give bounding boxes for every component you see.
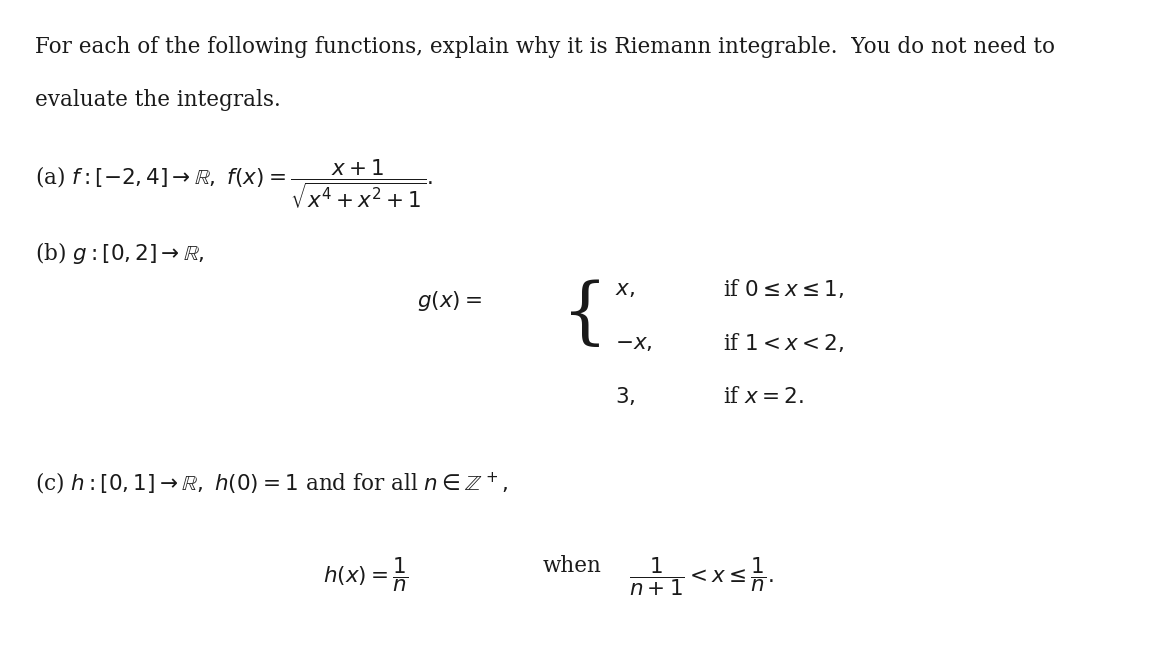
Text: $3,$: $3,$ <box>615 386 634 407</box>
Text: (b) $g: [0, 2] \rightarrow \mathbb{R},$: (b) $g: [0, 2] \rightarrow \mathbb{R},$ <box>35 240 204 266</box>
Text: $-x,$: $-x,$ <box>615 332 652 353</box>
Text: if $x = 2.$: if $x = 2.$ <box>723 386 804 407</box>
Text: if $1 < x < 2,$: if $1 < x < 2,$ <box>723 332 844 355</box>
Text: $x,$: $x,$ <box>615 278 634 300</box>
Text: $h(x) = \dfrac{1}{n}$: $h(x) = \dfrac{1}{n}$ <box>323 555 409 594</box>
Text: For each of the following functions, explain why it is Riemann integrable.  You : For each of the following functions, exp… <box>35 36 1055 58</box>
Text: $g(x) = $: $g(x) = $ <box>417 289 482 313</box>
Text: when: when <box>543 555 602 577</box>
Text: (a) $f: [-2, 4] \rightarrow \mathbb{R},\ f(x) = \dfrac{x+1}{\sqrt{x^4 + x^2 + 1}: (a) $f: [-2, 4] \rightarrow \mathbb{R},\… <box>35 158 434 210</box>
Text: evaluate the integrals.: evaluate the integrals. <box>35 89 281 110</box>
Text: (c) $h: [0, 1] \rightarrow \mathbb{R},\ h(0) = 1$ and for all $n \in \mathbb{Z}^: (c) $h: [0, 1] \rightarrow \mathbb{R},\ … <box>35 470 508 495</box>
Text: {: { <box>562 279 607 350</box>
Text: $\dfrac{1}{n+1} < x \leq \dfrac{1}{n}.$: $\dfrac{1}{n+1} < x \leq \dfrac{1}{n}.$ <box>629 555 773 598</box>
Text: if $0 \leq x \leq 1,$: if $0 \leq x \leq 1,$ <box>723 278 844 301</box>
